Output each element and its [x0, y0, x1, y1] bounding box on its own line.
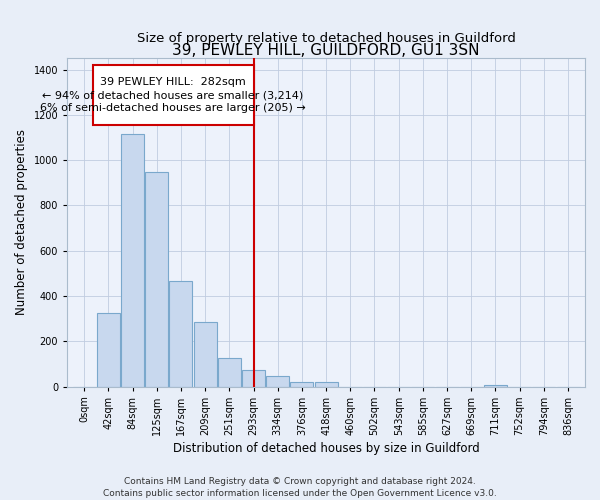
Bar: [145, 172, 168, 386]
Text: Size of property relative to detached houses in Guildford: Size of property relative to detached ho…: [137, 32, 515, 46]
Bar: [97, 313, 120, 386]
Bar: [242, 370, 265, 386]
Bar: [290, 382, 313, 386]
Bar: [194, 322, 217, 386]
Bar: [314, 382, 338, 386]
Y-axis label: Number of detached properties: Number of detached properties: [15, 130, 28, 316]
Title: 39, PEWLEY HILL, GUILDFORD, GU1 3SN: 39, PEWLEY HILL, GUILDFORD, GU1 3SN: [172, 44, 480, 59]
Bar: [92, 65, 254, 125]
Text: 39 PEWLEY HILL:  282sqm
← 94% of detached houses are smaller (3,214)
6% of semi-: 39 PEWLEY HILL: 282sqm ← 94% of detached…: [40, 77, 306, 114]
Bar: [169, 282, 193, 387]
Text: Contains HM Land Registry data © Crown copyright and database right 2024.
Contai: Contains HM Land Registry data © Crown c…: [103, 476, 497, 498]
X-axis label: Distribution of detached houses by size in Guildford: Distribution of detached houses by size …: [173, 442, 479, 455]
Bar: [266, 376, 289, 386]
Bar: [121, 134, 144, 386]
Bar: [218, 358, 241, 386]
